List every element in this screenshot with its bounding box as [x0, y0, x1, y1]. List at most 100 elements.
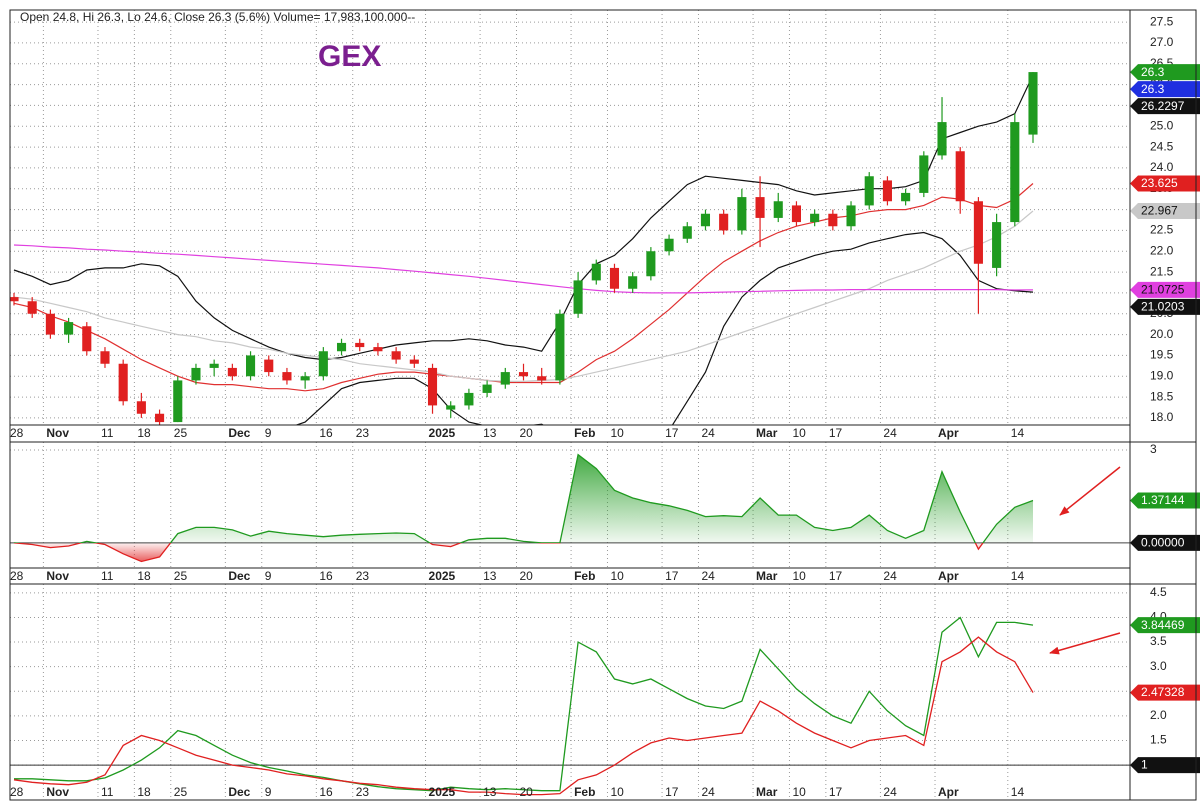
candle-body [737, 197, 747, 231]
x-tick-label: 9 [265, 785, 272, 799]
candle-body [664, 238, 674, 252]
x-tick-label: 9 [265, 426, 272, 440]
price-tag [1130, 298, 1200, 315]
price-tag-label: 2.47328 [1141, 685, 1185, 699]
x-tick-label: 10 [792, 426, 806, 440]
x-tick-label: 23 [356, 426, 370, 440]
candle-body [282, 372, 292, 381]
x-tick-label: 10 [792, 569, 806, 583]
indicator-line [13, 453, 1034, 563]
candle-body [810, 213, 820, 223]
price-tag [1130, 617, 1200, 634]
indicator-line [13, 636, 1034, 796]
candle-body [791, 205, 801, 223]
x-tick-label: 17 [829, 569, 843, 583]
candle-body [773, 201, 783, 218]
x-tick-label: 2025 [429, 785, 456, 799]
y-tick-label: 18.5 [1150, 389, 1174, 403]
y-tick-label: 21.5 [1150, 264, 1174, 278]
x-tick-label: 23 [356, 569, 370, 583]
price-tag [1130, 64, 1200, 81]
price-tag-label: 3.84469 [1141, 618, 1185, 632]
candle-body [846, 205, 856, 227]
x-tick-label: 10 [610, 569, 624, 583]
plot-area [10, 442, 1130, 568]
price-tag [1130, 757, 1200, 774]
x-tick-label: Dec [228, 785, 250, 799]
candle-body [64, 322, 74, 335]
x-tick-label: 24 [883, 569, 897, 583]
overlay-line [13, 244, 1034, 294]
candle-body [646, 251, 656, 277]
chart-title: GEX [318, 40, 381, 73]
candle-body [864, 176, 874, 206]
candle-body [719, 213, 729, 231]
x-tick-label: Nov [46, 569, 69, 583]
candle-body [482, 384, 492, 393]
candle-body [409, 359, 419, 364]
candle-body [82, 326, 92, 352]
x-tick-label: 13 [483, 785, 497, 799]
x-tick-label: 18 [137, 426, 151, 440]
x-tick-label: 9 [265, 569, 272, 583]
candle-body [209, 363, 219, 368]
candle-body [628, 276, 638, 289]
candle-body [155, 413, 165, 423]
price-tag-label: 26.3 [1141, 65, 1165, 79]
x-tick-label: 24 [883, 426, 897, 440]
x-tick-label: 25 [174, 426, 188, 440]
y-tick-label: 19.0 [1150, 368, 1174, 382]
ohlc-header: Open 24.8, Hi 26.3, Lo 24.6, Close 26.3 … [20, 10, 415, 24]
candle-body [919, 155, 929, 193]
x-tick-label: 14 [1011, 785, 1025, 799]
x-tick-label: 25 [174, 785, 188, 799]
price-tag-label: 0.00000 [1141, 536, 1185, 550]
x-tick-label: 24 [701, 785, 715, 799]
x-tick-label: Apr [938, 785, 959, 799]
x-tick-label: Mar [756, 426, 778, 440]
x-tick-label: Feb [574, 569, 595, 583]
x-tick-label: 23 [356, 785, 370, 799]
x-tick-label: 24 [701, 426, 715, 440]
x-tick-label: 24 [701, 569, 715, 583]
y-tick-label: 27.0 [1150, 35, 1174, 49]
x-tick-label: 16 [319, 785, 333, 799]
y-tick-label: 3.5 [1150, 634, 1167, 648]
candle-body [173, 380, 183, 423]
candle-body [300, 376, 310, 381]
candle-body [336, 342, 347, 352]
x-tick-label: 10 [610, 785, 624, 799]
x-tick-label: 18 [137, 569, 151, 583]
price-tag [1130, 492, 1200, 509]
candle-body [391, 351, 401, 360]
price-tag [1130, 534, 1200, 551]
candle-body [136, 401, 146, 414]
candle-body [1010, 122, 1020, 223]
price-tag [1130, 281, 1200, 298]
candle-body [27, 301, 37, 314]
x-tick-label: 28 [10, 569, 24, 583]
candle-body [318, 351, 328, 377]
y-tick-label: 2.0 [1150, 708, 1167, 722]
candle-body [955, 151, 965, 202]
x-tick-label: Nov [46, 785, 69, 799]
x-tick-label: 20 [520, 426, 534, 440]
price-tag-label: 26.3 [1141, 82, 1165, 96]
overlay-line [13, 74, 1034, 361]
overlay-line [294, 231, 1034, 425]
candle-body [518, 372, 529, 377]
candle-body [355, 342, 365, 348]
indicator-area [14, 454, 1033, 562]
annotation-arrow [1049, 632, 1121, 655]
x-tick-label: Apr [938, 426, 959, 440]
annotation-arrow [1059, 466, 1121, 516]
candle-body [591, 263, 601, 281]
y-tick-label: 18.0 [1150, 410, 1174, 424]
candle-body [537, 376, 547, 381]
candle-body [500, 372, 510, 385]
candle-body [427, 367, 438, 406]
x-tick-label: Feb [574, 426, 595, 440]
y-tick-label: 22.5 [1150, 223, 1174, 237]
x-tick-label: 17 [665, 785, 679, 799]
candle-body [464, 392, 474, 406]
